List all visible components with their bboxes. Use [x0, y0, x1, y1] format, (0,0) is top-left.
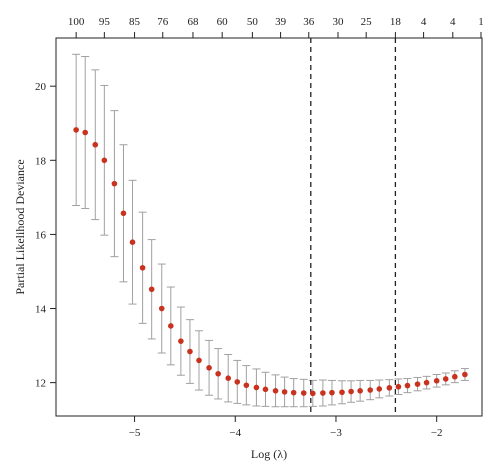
data-point	[376, 386, 383, 392]
data-point	[168, 323, 174, 329]
data-point	[272, 388, 279, 394]
data-point	[187, 348, 193, 355]
top-tick-label: 4	[421, 16, 427, 28]
top-tick-label: 18	[390, 16, 402, 28]
data-point	[329, 389, 335, 396]
data-point	[215, 370, 221, 377]
top-tick-label: 95	[99, 16, 111, 28]
data-point	[281, 389, 288, 395]
data-point	[433, 377, 440, 384]
plot-frame	[55, 37, 483, 417]
data-point	[442, 376, 449, 382]
top-tick-label: 68	[187, 16, 199, 28]
data-point	[320, 390, 326, 396]
top-tick-label: 25	[361, 16, 373, 28]
data-point	[101, 157, 108, 164]
y-tick-label: 20	[35, 81, 47, 93]
data-point	[73, 127, 79, 133]
data-point	[452, 373, 458, 380]
data-point	[234, 379, 241, 385]
points-group	[73, 127, 468, 397]
data-point	[129, 239, 136, 245]
data-point	[111, 180, 118, 187]
y-tick-label: 12	[35, 378, 46, 390]
x-tick-label: −2	[431, 427, 443, 439]
data-point	[339, 389, 345, 396]
x-axis-title: Log (λ)	[251, 447, 287, 461]
x-tick-label: −4	[229, 427, 241, 439]
data-point	[423, 379, 430, 386]
x-axis: −5 −4 −3 −2	[129, 416, 443, 439]
data-point	[395, 383, 402, 390]
top-tick-label: 76	[157, 16, 169, 28]
data-point	[404, 382, 411, 389]
data-point	[120, 210, 127, 217]
x-tick-label: −3	[330, 427, 342, 439]
data-point	[225, 375, 232, 382]
data-point	[92, 141, 99, 148]
errorbars-group	[72, 53, 469, 408]
data-point	[139, 264, 146, 271]
top-tick-label: 4	[450, 16, 456, 28]
top-tick-label: 30	[332, 16, 344, 28]
top-tick-label: 100	[68, 16, 85, 28]
data-point	[196, 357, 202, 364]
data-point	[253, 384, 260, 391]
y-tick-label: 16	[35, 229, 47, 241]
data-point	[243, 382, 250, 389]
data-point	[348, 388, 354, 395]
top-tick-label: 50	[247, 16, 259, 28]
data-point	[290, 389, 297, 396]
data-point	[82, 129, 89, 136]
data-point	[148, 286, 155, 293]
top-tick-label: 36	[303, 16, 315, 28]
x-tick-label: −5	[129, 427, 141, 439]
data-point	[310, 390, 316, 397]
data-point	[462, 371, 468, 378]
data-point	[262, 386, 269, 393]
reference-lines-group	[310, 38, 397, 416]
data-point	[158, 305, 165, 312]
data-point	[367, 387, 374, 393]
y-axis: 12 14 16 18 20	[35, 81, 56, 390]
data-point	[300, 390, 307, 396]
top-tick-label: 1	[478, 16, 484, 28]
y-axis-title: Partial Likelihood Deviance	[13, 159, 27, 294]
y-tick-label: 14	[35, 304, 47, 316]
data-point	[386, 385, 393, 391]
data-point	[206, 365, 212, 371]
top-tick-label: 60	[217, 16, 229, 28]
top-tick-label: 39	[275, 16, 287, 28]
top-tick-label: 85	[129, 16, 141, 28]
data-point	[357, 388, 363, 394]
data-point	[178, 338, 184, 344]
data-point	[414, 381, 421, 387]
y-tick-label: 18	[35, 155, 47, 167]
top-axis: 100 95 85 76 68 60 50 39 36 30 25 18 4 4 1	[68, 16, 484, 38]
